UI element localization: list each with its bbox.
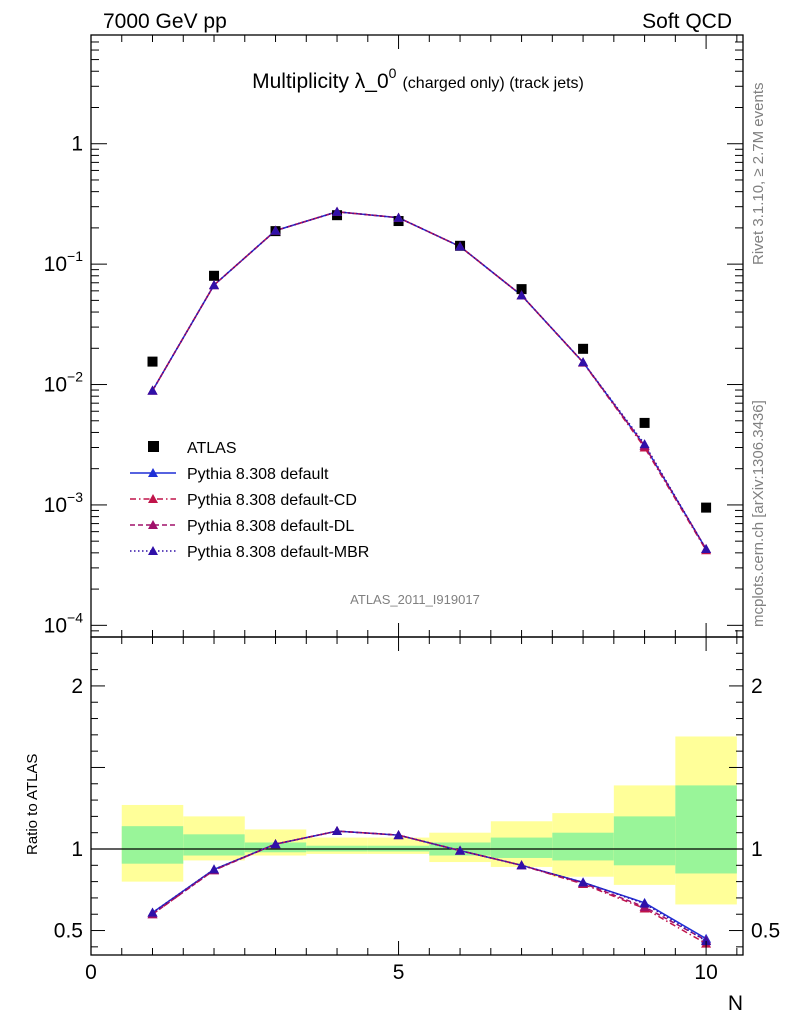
main-y-tick-exponent: −3 bbox=[67, 489, 83, 505]
ratio-marker-default-mbr bbox=[578, 877, 589, 887]
header-right-label: Soft QCD bbox=[642, 10, 732, 33]
ratio-marker-default-mbr bbox=[270, 839, 281, 849]
legend-item-default-mbr: Pythia 8.308 default-MBR bbox=[130, 544, 369, 561]
legend-marker bbox=[148, 546, 158, 555]
legend-marker bbox=[148, 520, 158, 529]
legend-item-default-cd: Pythia 8.308 default-CD bbox=[130, 492, 357, 509]
ratio-marker-default-mbr bbox=[701, 936, 712, 946]
mc-marker-default-mbr bbox=[393, 212, 404, 222]
ratio-plot-panel: 0 5 10 0.5 0.5 1 1 2 2 bbox=[54, 636, 780, 984]
plot-title: Multiplicity λ_00 (charged only) (track j… bbox=[252, 65, 584, 93]
x-tick-label: 5 bbox=[393, 961, 405, 984]
ratio-y-tick-label-left: 1 bbox=[71, 838, 83, 861]
mc-marker-default-mbr bbox=[639, 439, 650, 449]
x-tick-label: 10 bbox=[694, 961, 717, 984]
ratio-line-default-mbr bbox=[152, 830, 707, 942]
uncertainty-band-inner bbox=[121, 826, 184, 864]
legend-item-default-dl: Pythia 8.308 default-DL bbox=[130, 518, 354, 535]
main-y-tick-exponent: −4 bbox=[67, 609, 83, 625]
plot-title-tail: (charged only) (track jets) bbox=[402, 75, 583, 92]
ratio-y-tick-label-right: 2 bbox=[751, 675, 763, 698]
rivet-version-label: Rivet 3.1.10, ≥ 2.7M events bbox=[750, 83, 767, 266]
legend-label: ATLAS bbox=[187, 440, 237, 457]
main-y-tick-base: 1 bbox=[71, 133, 83, 156]
main-y-tick-base: 10 bbox=[44, 253, 67, 276]
uncertainty-band-inner bbox=[613, 816, 676, 866]
uncertainty-band-inner bbox=[552, 832, 614, 861]
legend-label: Pythia 8.308 default bbox=[187, 466, 329, 483]
ratio-marker-default-mbr bbox=[147, 907, 158, 917]
ratio-marker-default-mbr bbox=[516, 860, 527, 870]
mc-marker-default-mbr bbox=[455, 241, 466, 251]
data-point-atlas bbox=[147, 356, 158, 367]
uncertainty-band-inner bbox=[490, 837, 553, 858]
ratio-y-tick-label-left: 0.5 bbox=[54, 920, 83, 943]
data-point-atlas bbox=[701, 502, 712, 513]
data-point-atlas bbox=[516, 284, 527, 295]
ratio-marker-default-mbr bbox=[393, 830, 404, 840]
ratio-y-tick-label-right: 1 bbox=[751, 838, 763, 861]
data-point-atlas bbox=[639, 417, 650, 428]
mc-marker-default-mbr bbox=[578, 357, 589, 367]
data-point-atlas bbox=[578, 343, 589, 354]
legend-item-data: ATLAS bbox=[148, 440, 237, 457]
mcplots-label: mcplots.cern.ch [arXiv:1306.3436] bbox=[750, 400, 767, 627]
legend-label: Pythia 8.308 default-MBR bbox=[187, 544, 369, 561]
mc-line-default-mbr bbox=[151, 211, 707, 550]
legend-marker bbox=[148, 468, 158, 477]
ratio-marker-default-mbr bbox=[209, 864, 220, 874]
ratio-line-default-dl bbox=[152, 830, 707, 941]
legend-marker bbox=[148, 494, 158, 503]
main-y-tick-base: 10 bbox=[44, 374, 67, 397]
legend-label: Pythia 8.308 default-DL bbox=[187, 518, 354, 535]
main-y-tick-exponent: −2 bbox=[67, 369, 83, 385]
plot-overlay: 7000 GeV pp Soft QCD ATLAS_2011_I919017 … bbox=[24, 10, 767, 1015]
ratio-y-tick-label-left: 2 bbox=[71, 675, 83, 698]
main-y-tick-base: 10 bbox=[44, 614, 67, 637]
main-y-tick-label: 10−2 bbox=[44, 369, 84, 397]
mc-marker-default-mbr bbox=[516, 290, 527, 300]
data-point-atlas bbox=[209, 270, 220, 281]
main-y-tick-label: 10−1 bbox=[44, 248, 84, 276]
main-y-tick-label: 10−4 bbox=[44, 609, 84, 637]
ratio-marker-default-mbr bbox=[455, 845, 466, 855]
legend-marker bbox=[148, 441, 159, 452]
mc-marker-default-mbr bbox=[332, 206, 343, 216]
main-y-tick-exponent: −1 bbox=[67, 248, 83, 264]
ratio-marker-default-mbr bbox=[639, 898, 650, 908]
ratio-frame bbox=[90, 636, 744, 956]
mc-marker-default-mbr bbox=[147, 385, 158, 395]
uncertainty-band-inner bbox=[183, 834, 245, 856]
plot-title-superscript: 0 bbox=[389, 65, 397, 81]
plot-title-main: Multiplicity λ_0 bbox=[252, 70, 389, 93]
uncertainty-band-inner bbox=[675, 785, 737, 874]
x-tick-label: 0 bbox=[85, 961, 97, 984]
main-y-tick-base: 10 bbox=[44, 494, 67, 517]
mc-marker-default-mbr bbox=[701, 544, 712, 554]
header-left-label: 7000 GeV pp bbox=[103, 10, 227, 33]
main-y-tick-label: 10−3 bbox=[44, 489, 84, 517]
ratio-y-axis-label: Ratio to ATLAS bbox=[24, 754, 41, 855]
legend-label: Pythia 8.308 default-CD bbox=[187, 492, 357, 509]
legend-item-default: Pythia 8.308 default bbox=[130, 466, 329, 483]
mc-marker-default-mbr bbox=[270, 225, 281, 235]
main-y-tick-label: 1 bbox=[71, 133, 83, 156]
mc-marker-default-mbr bbox=[209, 280, 220, 290]
analysis-id-label: ATLAS_2011_I919017 bbox=[350, 592, 480, 607]
x-axis-label: N bbox=[728, 992, 743, 1015]
ratio-marker-default-mbr bbox=[332, 826, 343, 836]
ratio-y-tick-label-right: 0.5 bbox=[751, 920, 780, 943]
